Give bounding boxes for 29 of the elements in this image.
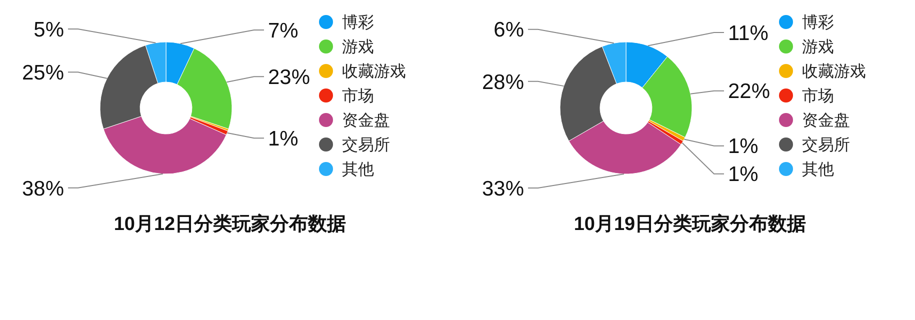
text: 10月12日分类玩家分布数据 xyxy=(114,213,346,235)
legend-label: 资金盘 xyxy=(342,112,390,130)
data-label: 6% xyxy=(494,18,524,42)
legend-label: 游戏 xyxy=(342,38,374,56)
data-label: 22% xyxy=(728,80,770,104)
data-label: 1% xyxy=(728,135,758,158)
data-label: 33% xyxy=(482,177,524,200)
data-label: 1% xyxy=(268,128,298,151)
legend-label: 其他 xyxy=(802,160,834,179)
legend-label: 其他 xyxy=(342,160,374,179)
data-label: 7% xyxy=(268,19,298,42)
legend-label: 资金盘 xyxy=(802,112,850,130)
legend-label: 市场 xyxy=(802,87,834,106)
legend-label: 收藏游戏 xyxy=(342,62,406,81)
data-label: 25% xyxy=(22,61,64,84)
legend-label: 收藏游戏 xyxy=(802,62,866,81)
legend-label: 市场 xyxy=(342,87,374,106)
legend-label: 博彩 xyxy=(802,14,834,32)
legend-label: 交易所 xyxy=(802,136,850,154)
legend-label: 交易所 xyxy=(342,136,390,154)
legend-label: 游戏 xyxy=(802,38,834,56)
legend-label: 博彩 xyxy=(342,14,374,32)
data-label: 38% xyxy=(22,177,64,200)
data-label: 11% xyxy=(728,22,768,45)
data-label: 5% xyxy=(34,18,64,42)
data-label: 28% xyxy=(482,70,524,94)
data-label: 1% xyxy=(728,163,758,186)
text: 10月19日分类玩家分布数据 xyxy=(574,213,806,235)
data-label: 23% xyxy=(268,66,310,90)
